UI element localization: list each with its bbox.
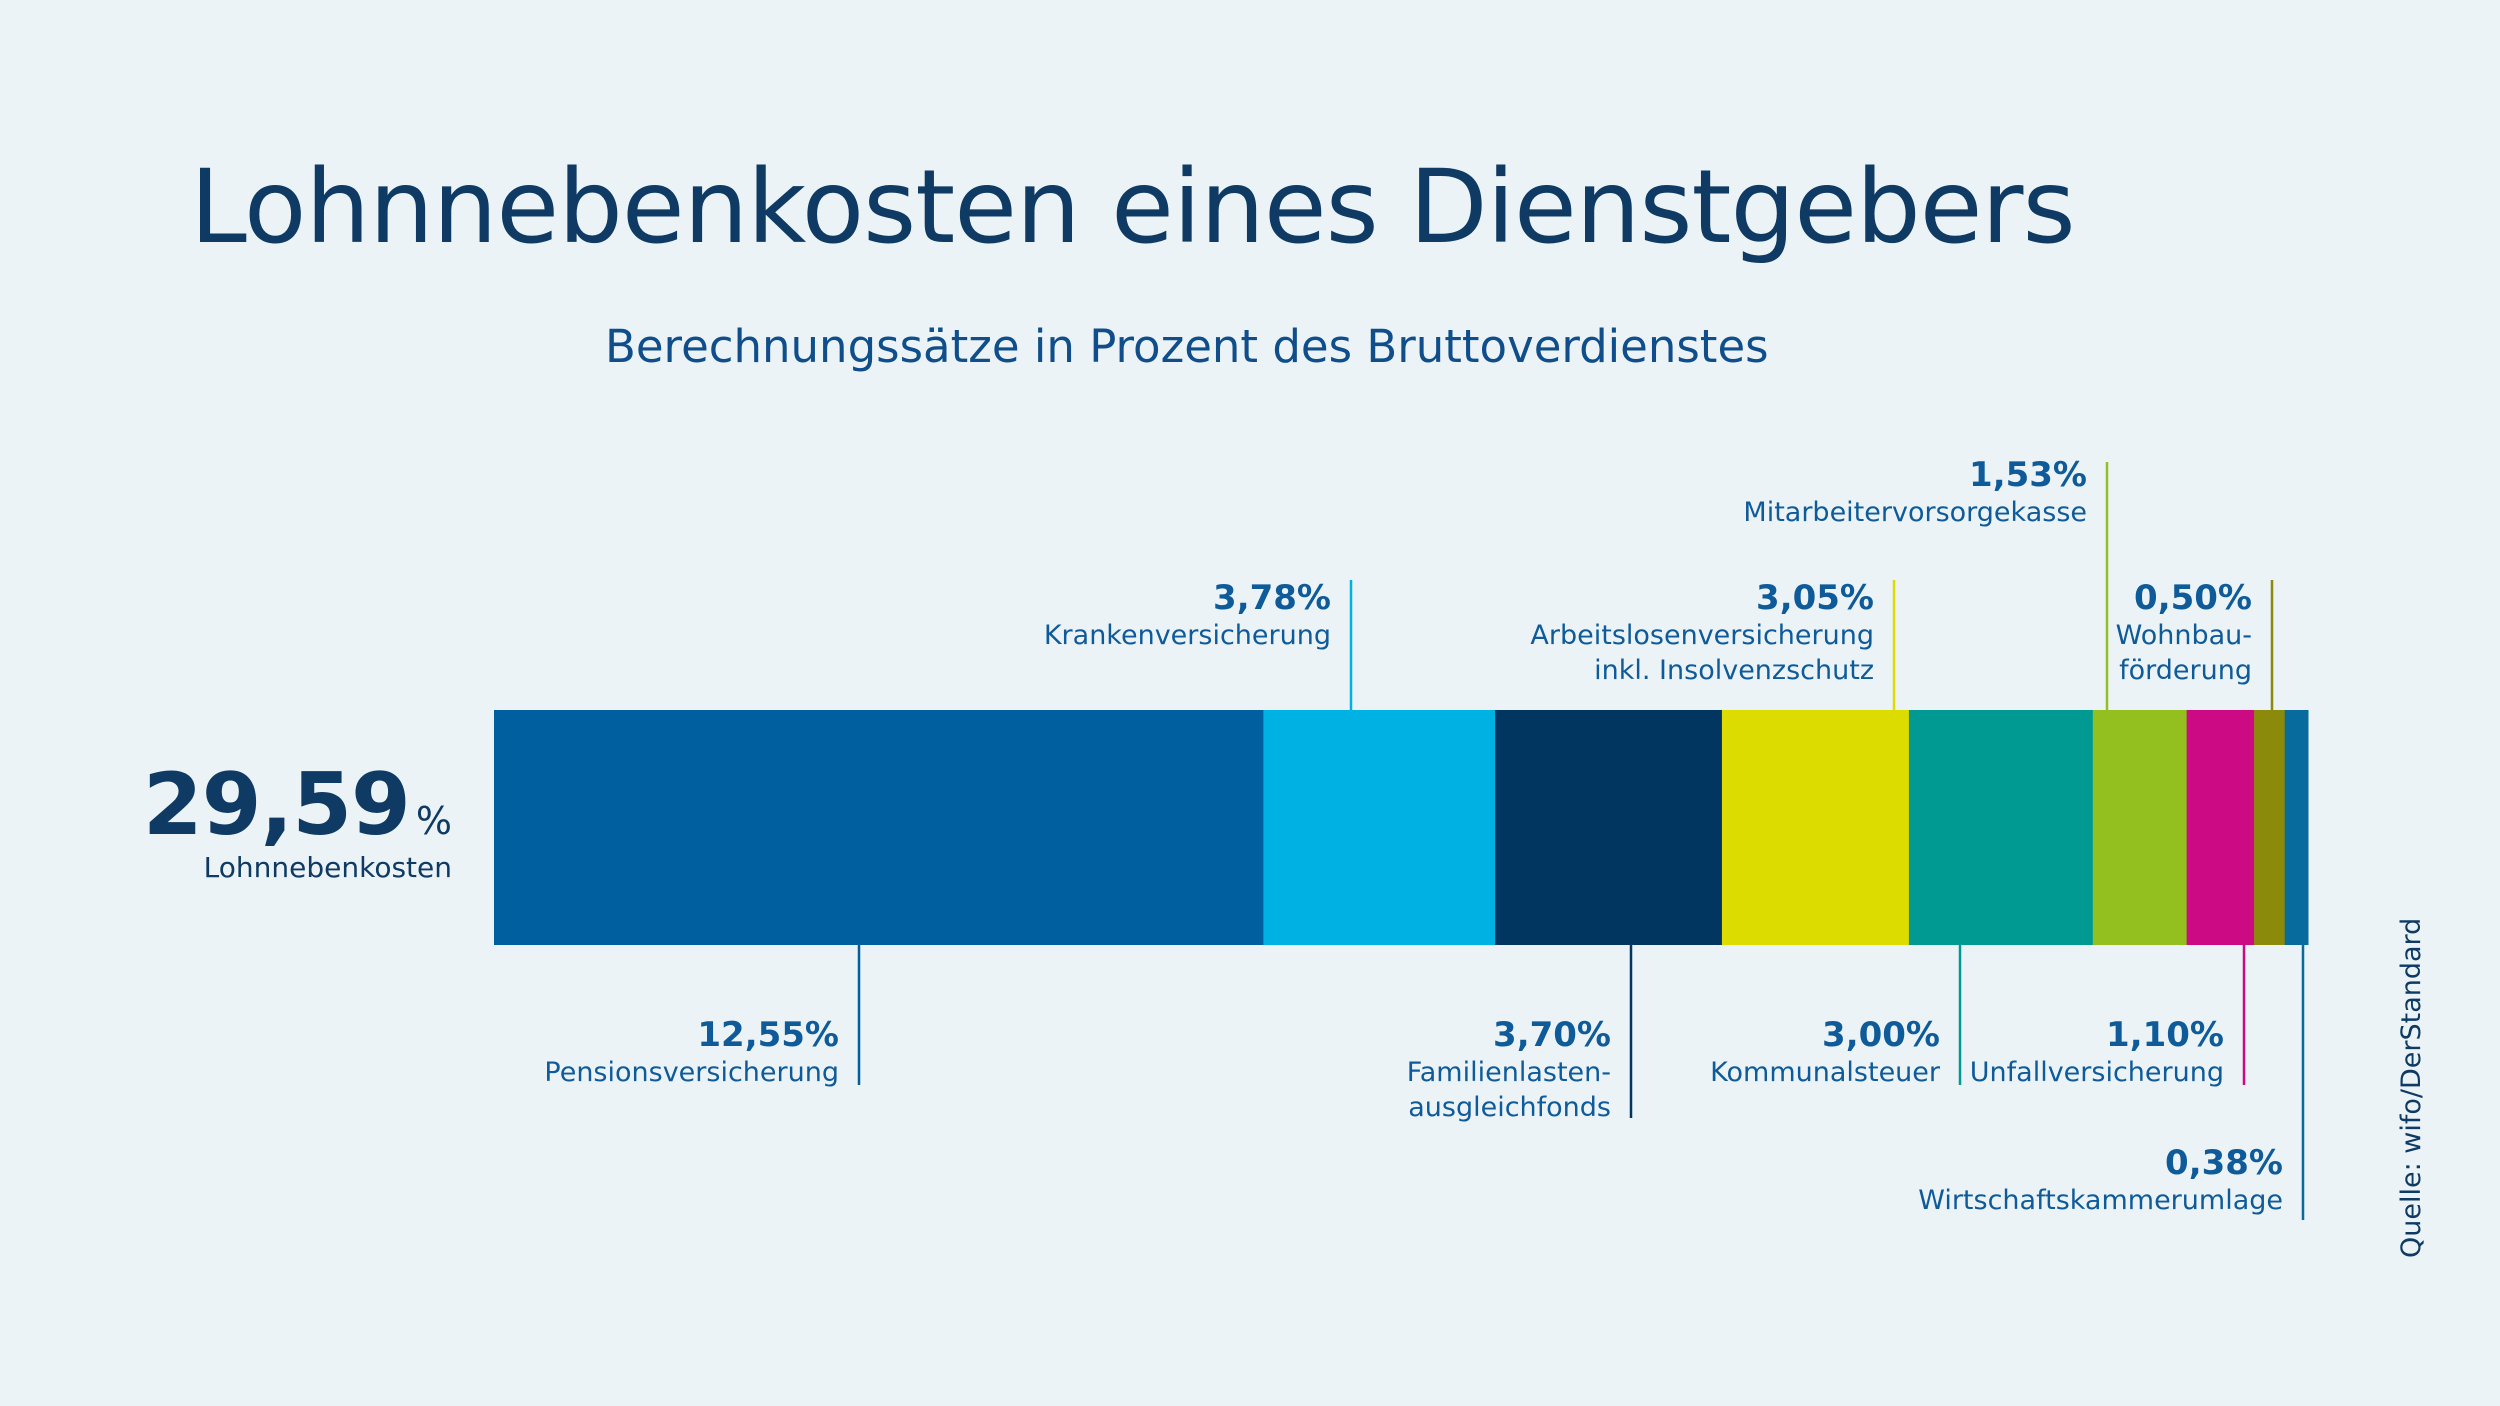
segment-name-5-line-1: Kommunalsteuer [1710,1057,1940,1088]
segment-value-4: 3,05% [1756,578,1874,618]
segment-label-8: 0,50% Wohnbau-förderung [2116,578,2252,688]
total-label: Lohnnebenkosten [203,851,452,884]
bar-segment-7 [2186,710,2255,945]
source-note: Quelle: wifo/DerStandard [2396,917,2427,1258]
segment-name-8-line-2: förderung [2119,655,2252,686]
segment-label-9: 0,38% Wirtschaftskammerumlage [1918,1143,2283,1218]
bar-segment-3 [1495,710,1723,945]
segment-name-1-line-1: Pensionsversicherung [544,1057,839,1088]
bar-segment-5 [1908,710,2094,945]
bar-segment-8 [2254,710,2286,945]
bar-segment-9 [2284,710,2309,945]
segment-name-3-line-2: ausgleichfonds [1408,1092,1611,1123]
segment-name-8-line-1: Wohnbau- [2115,620,2252,651]
bar-segment-1 [494,710,1264,945]
total-block: 29,59% Lohnnebenkosten [143,755,452,884]
segment-label-2: 3,78% Krankenversicherung [1044,578,1331,653]
segment-value-3: 3,70% [1493,1015,1611,1055]
chart-subtitle: Berechnungssätze in Prozent des Bruttove… [605,320,1769,373]
segment-label-3: 3,70% Familienlasten-ausgleichfonds [1407,1015,1611,1125]
segment-label-7: 1,10% Unfallversicherung [1970,1015,2224,1090]
segment-name-3-line-1: Familienlasten- [1406,1057,1611,1088]
total-unit: % [415,799,452,843]
segment-value-1: 12,55% [697,1015,839,1055]
segment-name-9-line-1: Wirtschaftskammerumlage [1918,1185,2283,1216]
segment-name-2-line-1: Krankenversicherung [1043,620,1331,651]
segment-label-4: 3,05% Arbeitslosenversicherung inkl. Insol… [1530,578,1874,688]
segment-value-6: 1,53% [1969,455,2087,495]
segment-label-6: 1,53% Mitarbeitervorsorgekasse [1743,455,2087,530]
segment-label-5: 3,00% Kommunalsteuer [1710,1015,1940,1090]
segment-name-6-line-1: Mitarbeitervorsorgekasse [1743,497,2087,528]
bar-segment-2 [1263,710,1496,945]
bar-segment-4 [1721,710,1910,945]
segment-name-4-line-2: inkl. Insolvenzschutz [1594,655,1874,686]
segment-name-7-line-1: Unfallversicherung [1969,1057,2224,1088]
segment-value-9: 0,38% [2165,1143,2283,1183]
total-value: 29,59 [142,755,411,855]
segment-value-8: 0,50% [2134,578,2252,618]
bar-segment-6 [2092,710,2188,945]
segment-value-2: 3,78% [1213,578,1331,618]
segment-value-5: 3,00% [1822,1015,1940,1055]
segment-label-1: 12,55% Pensionsversicherung [544,1015,839,1090]
segment-name-4-line-1: Arbeitslosenversicherung [1530,620,1874,651]
segment-value-7: 1,10% [2106,1015,2224,1055]
chart-title: Lohnnebenkosten eines Dienstgebers [190,148,2076,267]
